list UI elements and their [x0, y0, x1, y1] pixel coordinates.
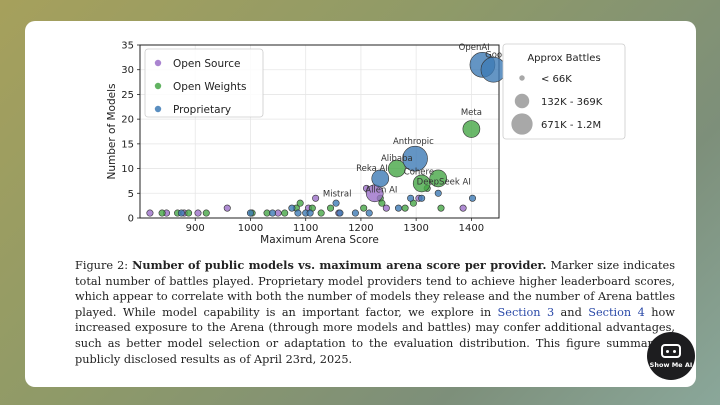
provider-label: Anthropic [393, 137, 434, 147]
size-legend-marker [511, 113, 533, 135]
section-3-link[interactable]: Section 3 [497, 305, 555, 319]
legend-label: Open Weights [173, 81, 246, 93]
plot-frame [139, 44, 500, 219]
data-point [332, 199, 340, 207]
size-legend-marker [514, 93, 530, 109]
robot-face-icon [661, 343, 681, 358]
legend-marker [154, 82, 162, 90]
legend-marker [154, 105, 162, 113]
figure-caption-text: Figure 2: Number of public models vs. ma… [75, 258, 675, 367]
legend-label: Proprietary [173, 104, 231, 116]
x-tick-label: 1200 [348, 223, 373, 234]
data-point [462, 120, 481, 138]
data-point [194, 209, 202, 217]
provider-label: Google [485, 50, 515, 60]
y-axis-label: Number of Models [106, 84, 118, 180]
y-tick-label: 15 [121, 139, 134, 150]
data-point [365, 209, 373, 217]
x-tick-label: 1100 [293, 223, 318, 234]
data-point [371, 169, 390, 188]
data-point [401, 204, 409, 212]
caption-text-3: how increased exposure to the Arena (thr… [75, 305, 675, 366]
data-point [185, 209, 193, 217]
data-point [306, 209, 314, 217]
caption-text-1: Marker size indicates total number of ba… [75, 259, 675, 319]
data-point [388, 159, 406, 178]
data-point [382, 204, 390, 212]
size-legend-title: Approx Battles [527, 53, 600, 64]
figure-title: Number of public models vs. maximum aren… [132, 258, 547, 272]
provider-label: Alibaba [381, 154, 413, 164]
y-tick-label: 20 [121, 115, 134, 126]
data-point [459, 204, 467, 212]
data-point [327, 204, 335, 212]
data-point [394, 204, 402, 212]
provider-label: Cohere [404, 168, 434, 178]
figure-label: Figure 2: [75, 259, 133, 272]
data-point [288, 204, 296, 212]
data-point [202, 209, 210, 217]
provider-label: OpenAI [459, 43, 490, 53]
show-me-ai-logo[interactable]: Show Me AI [647, 332, 695, 380]
data-point [223, 204, 231, 212]
provider-label: Mistral [323, 189, 352, 199]
data-point [402, 145, 428, 172]
data-point [312, 194, 320, 202]
data-point [294, 209, 302, 217]
data-point [158, 209, 166, 217]
data-point [146, 209, 154, 217]
data-point [351, 209, 359, 217]
y-tick-label: 5 [128, 189, 134, 200]
size-legend-box [502, 43, 626, 140]
provider-label: Reka AI [356, 164, 388, 174]
y-tick-label: 35 [121, 41, 134, 52]
x-tick-label: 900 [186, 223, 205, 234]
y-tick-label: 10 [121, 164, 134, 175]
data-point [317, 209, 325, 217]
figure-card: 900 1000 1100 1200 1300 1400 0 5 10 15 20 25 30 35 Max… [25, 21, 696, 387]
x-tick-label: 1400 [459, 223, 484, 234]
provider-label: Allen AI [365, 185, 397, 195]
data-point [429, 169, 448, 188]
data-point [177, 209, 185, 217]
logo-text: Show Me AI [649, 360, 693, 369]
provider-label: DeepSeek AI [417, 177, 471, 187]
y-tick-label: 30 [121, 65, 134, 76]
legend-label: Open Source [173, 58, 240, 70]
size-legend-label: < 66K [541, 74, 572, 85]
data-point [378, 199, 386, 207]
caption-text-2: and [554, 305, 589, 319]
data-point [434, 189, 442, 197]
y-tick-label: 0 [128, 214, 134, 225]
data-point [468, 194, 476, 202]
scatter-chart: 900 1000 1100 1200 1300 1400 0 5 10 15 20 25 30 35 Max… [106, 41, 626, 246]
data-point [296, 199, 304, 207]
data-point [418, 194, 426, 202]
legend-marker [154, 59, 162, 67]
x-axis-label: Maximum Arena Score [260, 234, 379, 246]
data-point [480, 56, 507, 83]
series-legend-box [144, 48, 264, 118]
size-legend-label: 132K - 369K [541, 97, 603, 108]
data-point [360, 204, 368, 212]
data-point [246, 209, 254, 217]
data-point [269, 209, 277, 217]
section-4-link[interactable]: Section 4 [588, 305, 645, 319]
data-point [437, 204, 445, 212]
size-legend-label: 671K - 1.2M [541, 120, 601, 131]
y-tick-label: 25 [121, 90, 134, 101]
x-tick-label: 1000 [238, 223, 263, 234]
data-point [407, 194, 415, 202]
x-tick-label: 1300 [403, 223, 428, 234]
data-point [412, 174, 431, 193]
provider-label: Meta [461, 108, 482, 118]
data-point [281, 209, 289, 217]
size-legend-marker [519, 75, 525, 81]
data-point [336, 209, 344, 217]
